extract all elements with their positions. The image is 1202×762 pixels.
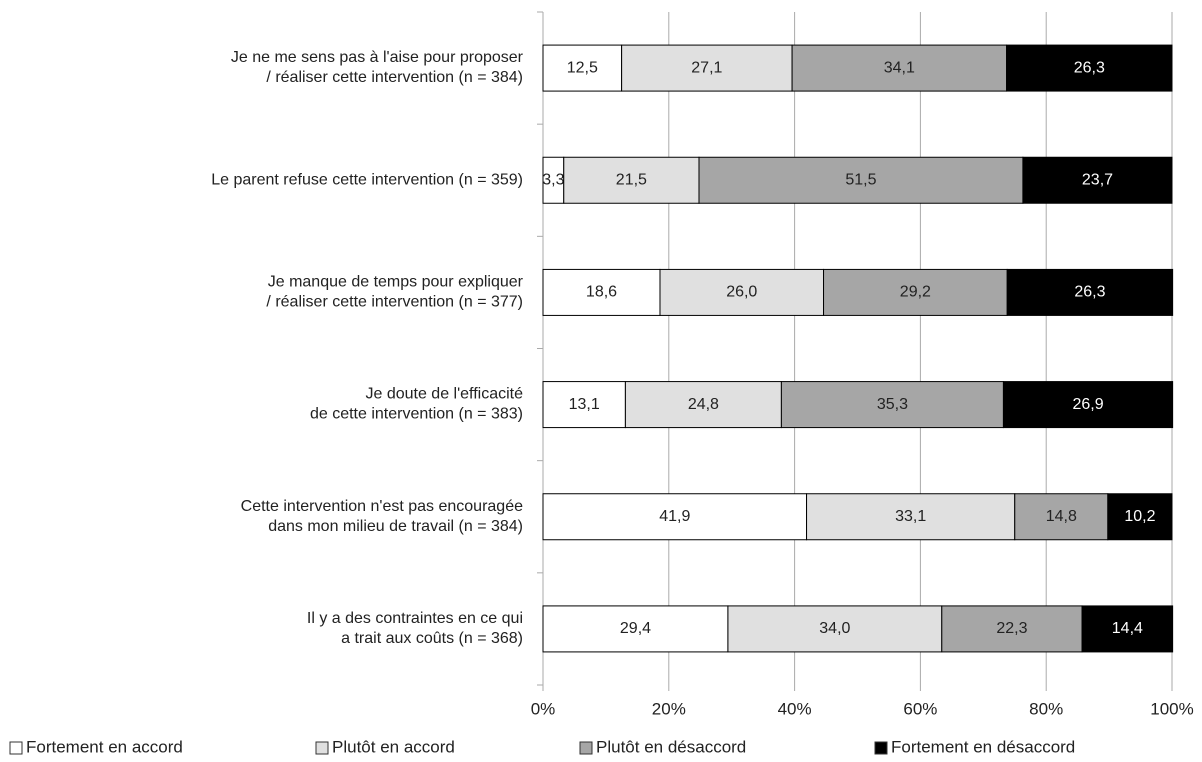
value-label: 29,4 xyxy=(620,620,651,637)
bar-segment xyxy=(698,156,1024,204)
bar-segment xyxy=(791,44,1008,92)
bar-segment xyxy=(621,44,793,92)
x-tick-label: 0% xyxy=(531,699,556,718)
value-label: 22,3 xyxy=(996,620,1027,637)
legend-label: Plutôt en accord xyxy=(332,737,455,756)
value-label: 12,5 xyxy=(567,59,598,76)
bar-segment xyxy=(1006,268,1174,316)
bar-segment xyxy=(1107,493,1173,541)
bar-segment xyxy=(1022,156,1173,204)
bar-segment xyxy=(941,605,1083,653)
value-label: 24,8 xyxy=(688,396,719,413)
bar-segment xyxy=(823,268,1008,316)
bar-segment xyxy=(542,605,729,653)
legend-swatch xyxy=(315,741,329,755)
category-label: Je ne me sens pas à l'aise pour proposer… xyxy=(231,49,524,86)
bar-segment xyxy=(1006,44,1173,92)
category-label: Cette intervention n'est pas encouragée d… xyxy=(241,498,523,535)
x-tick-label: 80% xyxy=(1029,699,1063,718)
bar-segment xyxy=(806,493,1016,541)
category-label: Je manque de temps pour expliquer / réali… xyxy=(266,274,523,311)
value-label: 51,5 xyxy=(845,171,876,188)
value-label: 10,2 xyxy=(1124,508,1155,525)
bar-segment xyxy=(542,381,626,429)
bar-segment xyxy=(727,605,943,653)
bar-segment xyxy=(1002,381,1174,429)
value-label: 14,4 xyxy=(1112,620,1143,637)
legend-label: Plutôt en désaccord xyxy=(596,737,746,756)
value-label: 33,1 xyxy=(895,508,926,525)
value-label: 13,1 xyxy=(569,396,600,413)
value-label: 26,3 xyxy=(1074,284,1105,301)
legend-swatch xyxy=(579,741,593,755)
category-label: Le parent refuse cette intervention (n =… xyxy=(211,171,523,188)
category-label: Je doute de l'efficacité de cette interve… xyxy=(310,386,523,423)
legend-swatch xyxy=(874,741,888,755)
value-label: 26,9 xyxy=(1072,396,1103,413)
bar-segment xyxy=(542,268,661,316)
bar-segment xyxy=(1081,605,1174,653)
value-label: 34,0 xyxy=(819,620,850,637)
category-label: Il y a des contraintes en ce qui a trait … xyxy=(307,610,523,647)
value-label: 26,0 xyxy=(726,284,757,301)
value-label: 26,3 xyxy=(1074,59,1105,76)
legend-label: Fortement en accord xyxy=(26,737,183,756)
legend-swatch xyxy=(9,741,23,755)
bar-segment xyxy=(780,381,1004,429)
bar-segment xyxy=(1014,493,1109,541)
value-label: 21,5 xyxy=(616,171,647,188)
bar-segment xyxy=(542,44,623,92)
x-tick-label: 60% xyxy=(903,699,937,718)
value-label: 29,2 xyxy=(900,284,931,301)
x-tick-label: 100% xyxy=(1150,699,1193,718)
value-label: 27,1 xyxy=(691,59,722,76)
value-label: 3,3 xyxy=(542,171,564,188)
x-tick-label: 20% xyxy=(652,699,686,718)
value-label: 35,3 xyxy=(877,396,908,413)
bar-segment xyxy=(624,381,782,429)
bar-segment xyxy=(542,493,808,541)
value-label: 34,1 xyxy=(884,59,915,76)
value-label: 41,9 xyxy=(659,508,690,525)
x-tick-label: 40% xyxy=(778,699,812,718)
value-label: 23,7 xyxy=(1082,171,1113,188)
value-label: 14,8 xyxy=(1046,508,1077,525)
bar-segment xyxy=(563,156,700,204)
bar-segment xyxy=(659,268,825,316)
legend-label: Fortement en désaccord xyxy=(891,737,1075,756)
value-label: 18,6 xyxy=(586,284,617,301)
